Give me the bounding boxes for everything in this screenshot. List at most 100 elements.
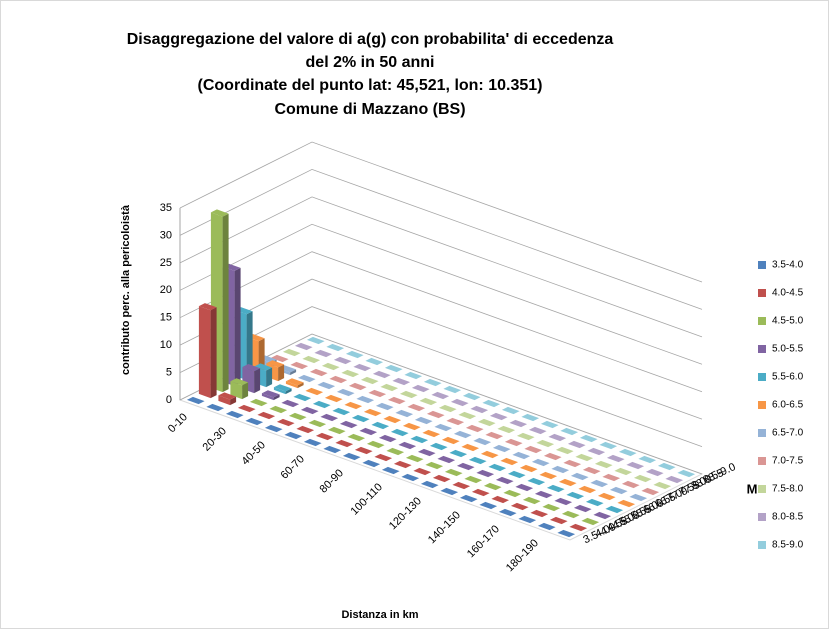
- bar: [309, 368, 328, 377]
- bar: [405, 454, 424, 463]
- bar-top: [599, 441, 618, 450]
- bar-top: [360, 376, 379, 385]
- bar-top: [225, 410, 244, 419]
- bar: [638, 455, 657, 464]
- bar-top: [456, 462, 475, 471]
- bar-top: [468, 456, 487, 465]
- bar: [380, 383, 399, 392]
- bar-top: [524, 445, 543, 454]
- bar: [312, 400, 331, 409]
- bar: [411, 384, 430, 393]
- y-tick-label: 35: [160, 202, 172, 214]
- bar-top: [476, 469, 495, 478]
- bar-top: [590, 479, 609, 488]
- bar-side: [266, 367, 273, 388]
- bar-top: [321, 362, 340, 371]
- bar-top: [368, 389, 387, 398]
- bar-top: [323, 445, 342, 454]
- bar-top: [242, 364, 261, 372]
- bar-top: [543, 452, 562, 461]
- legend-label: 8.0-8.5: [772, 512, 804, 523]
- bar-side: [234, 267, 241, 387]
- bar-top: [515, 483, 534, 492]
- bar: [633, 474, 652, 483]
- bar: [522, 496, 541, 505]
- bar-top: [489, 412, 508, 421]
- bar: [492, 444, 511, 453]
- bar: [653, 481, 672, 490]
- bar-top: [569, 523, 588, 532]
- bar-top: [363, 408, 382, 417]
- bar-top: [317, 381, 336, 390]
- bar: [458, 411, 477, 420]
- bar-top: [266, 360, 285, 368]
- bar-top: [245, 417, 264, 426]
- bar-top: [575, 453, 594, 462]
- bar-top: [593, 511, 612, 520]
- bar: [368, 389, 387, 398]
- bar-top: [410, 435, 429, 444]
- y-tick-label: 10: [160, 339, 172, 351]
- legend-swatch: [758, 541, 766, 549]
- bar: [599, 441, 618, 450]
- bar: [425, 461, 444, 470]
- bar: [482, 399, 501, 408]
- bar: [257, 411, 276, 420]
- bar: [566, 491, 585, 500]
- bar: [398, 441, 417, 450]
- bar-top: [614, 467, 633, 476]
- bar: [339, 420, 358, 429]
- bar-side: [297, 382, 304, 389]
- bar-top: [332, 407, 351, 416]
- bar: [480, 450, 499, 459]
- bar: [432, 474, 451, 483]
- y-tick-label: 15: [160, 312, 172, 324]
- legend-swatch: [758, 457, 766, 465]
- bar-top: [677, 469, 696, 478]
- bar: [546, 484, 565, 493]
- bar-top: [356, 395, 375, 404]
- bar-top: [518, 515, 537, 524]
- bar-top: [527, 477, 546, 486]
- bar-top: [362, 459, 381, 468]
- bar: [593, 511, 612, 520]
- bar-top: [470, 405, 489, 414]
- bar-top: [512, 451, 531, 460]
- bar: [360, 376, 379, 385]
- bar: [500, 457, 519, 466]
- bar: [366, 440, 385, 449]
- bar-top: [296, 425, 315, 434]
- bar-top: [501, 406, 520, 415]
- bar: [515, 483, 534, 492]
- bar: [356, 395, 375, 404]
- y-tick-label: 5: [166, 366, 172, 378]
- bar-top: [366, 440, 385, 449]
- bar: [249, 398, 268, 407]
- bar-top: [557, 529, 576, 538]
- bar: [365, 357, 384, 366]
- bar: [543, 452, 562, 461]
- bar: [456, 462, 475, 471]
- bar-top: [482, 399, 501, 408]
- bar-top: [503, 489, 522, 498]
- bar-top: [293, 393, 312, 402]
- bar-top: [414, 416, 433, 425]
- bar: [387, 396, 406, 405]
- bar: [560, 427, 579, 436]
- bar: [359, 427, 378, 436]
- chart-title: Comune di Mazzano (BS): [274, 101, 465, 118]
- bar-side: [285, 388, 292, 395]
- bar-top: [570, 472, 589, 481]
- bar-top: [329, 375, 348, 384]
- bar-top: [449, 449, 468, 458]
- bar-top: [495, 476, 514, 485]
- bar: [473, 437, 492, 446]
- bar-front: [230, 381, 243, 400]
- bar-top: [387, 396, 406, 405]
- bar-top: [404, 371, 423, 380]
- bar: [308, 419, 327, 428]
- bar-top: [521, 413, 540, 422]
- bar-top: [308, 419, 327, 428]
- bar-top: [198, 303, 217, 311]
- bar: [504, 438, 523, 447]
